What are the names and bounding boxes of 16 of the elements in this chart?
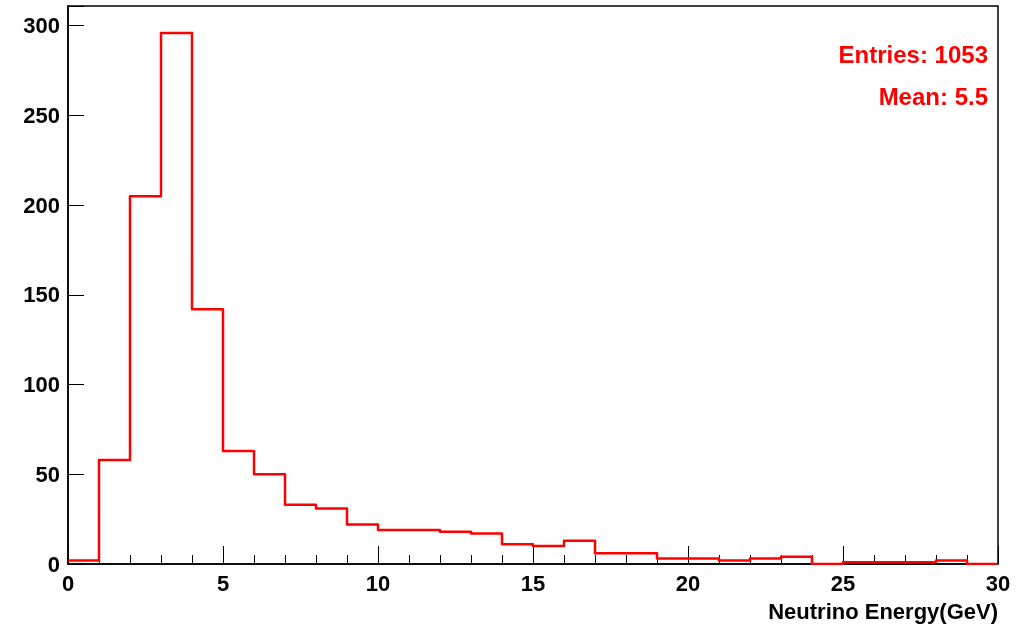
x-tick-label: 15: [520, 570, 546, 596]
y-tick-label: 250: [23, 102, 60, 128]
y-tick-label: 100: [23, 372, 60, 398]
y-tick-label: 200: [23, 192, 60, 218]
x-tick-label: 10: [365, 570, 391, 596]
y-tick-label: 150: [23, 282, 60, 308]
x-tick-label: 30: [985, 570, 1011, 596]
x-tick-label: 25: [830, 570, 856, 596]
x-axis-title: Neutrino Energy(GeV): [768, 598, 998, 624]
y-tick-label: 50: [35, 461, 60, 487]
y-tick-label: 0: [47, 551, 60, 577]
x-tick-label: 20: [675, 570, 701, 596]
annotation: Mean: 5.5: [878, 82, 988, 110]
x-tick-label: 5: [216, 570, 230, 596]
y-tick-label: 300: [23, 13, 60, 39]
annotation: Entries: 1053: [838, 40, 989, 68]
